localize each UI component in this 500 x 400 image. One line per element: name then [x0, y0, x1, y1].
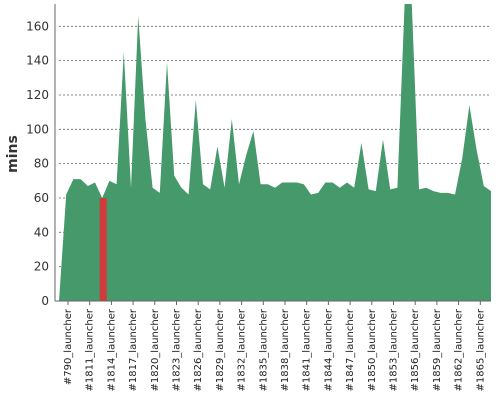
- x-tick-label: #1814_launcher: [106, 308, 117, 391]
- x-tick-label: #1850_launcher: [367, 308, 378, 391]
- y-tick-label: 140: [26, 54, 49, 68]
- axes: [54, 4, 491, 302]
- y-tick-labels: 0 20 40 60 80 100 120 140 160: [26, 19, 49, 308]
- x-tick-label: #1826_launcher: [193, 308, 204, 391]
- y-tick-label: 40: [34, 225, 49, 239]
- x-tick-label: #1829_launcher: [215, 308, 226, 391]
- x-tick-label: #1838_launcher: [280, 308, 291, 391]
- x-tick-label: #1820_launcher: [150, 308, 161, 391]
- y-tick-label: 0: [41, 294, 49, 308]
- x-tick-label: #1859_launcher: [432, 308, 443, 391]
- x-tick-label: #1823_launcher: [172, 308, 183, 391]
- area-fill: [59, 4, 491, 301]
- x-tick-label: #1865_launcher: [475, 308, 486, 391]
- y-tick-label: 60: [34, 191, 49, 205]
- x-tick-label: #1811_launcher: [85, 308, 96, 391]
- y-tick-label: 120: [26, 88, 49, 102]
- highlight-bar: [99, 197, 107, 301]
- y-tick-label: 160: [26, 19, 49, 33]
- x-tick-label: #1835_launcher: [258, 308, 269, 391]
- x-tick-label: #1862_launcher: [454, 308, 465, 391]
- y-axis-label: mins: [5, 135, 21, 173]
- y-tick-label: 20: [34, 260, 49, 274]
- x-tick-labels: #790_launcher #1811_launcher #1814_launche…: [63, 301, 486, 392]
- x-tick-label: #1832_launcher: [237, 308, 248, 391]
- x-tick-label: #790_launcher: [63, 308, 74, 385]
- y-tick-label: 80: [34, 157, 49, 171]
- x-tick-label: #1853_launcher: [389, 308, 400, 391]
- y-tick-label: 100: [26, 122, 49, 136]
- x-tick-label: #1841_launcher: [302, 308, 313, 391]
- x-tick-label: #1847_launcher: [345, 308, 356, 391]
- x-tick-label: #1817_launcher: [128, 308, 139, 391]
- area-series: [59, 4, 491, 301]
- x-tick-label: #1856_launcher: [410, 308, 421, 391]
- x-tick-label: #1844_launcher: [323, 308, 334, 391]
